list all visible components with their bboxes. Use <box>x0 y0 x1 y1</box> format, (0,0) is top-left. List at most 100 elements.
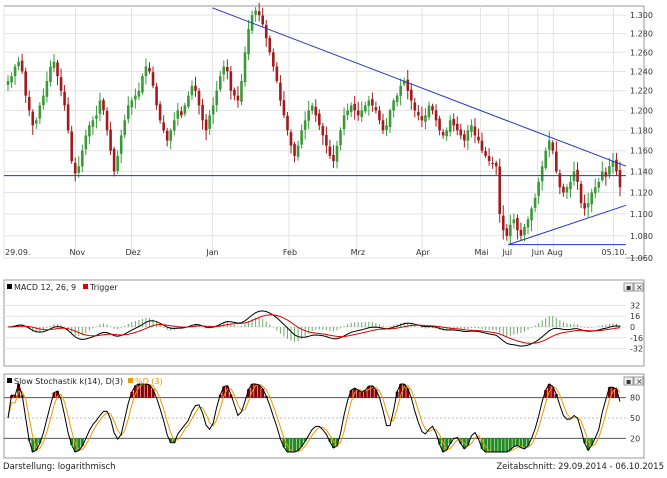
stoch-close-button[interactable]: × <box>633 376 644 386</box>
macd-legend-label: MACD 12, 26, 9 <box>14 283 76 292</box>
candle-body <box>572 171 576 182</box>
stoch-d-line <box>7 383 621 453</box>
candles <box>6 2 622 245</box>
stoch-y-ticks: 80 50 20 <box>630 394 640 444</box>
price-y-tick-label: 1.120 <box>630 188 653 197</box>
macd-close-button[interactable]: × <box>633 282 644 292</box>
candle-body <box>459 129 463 136</box>
candle-body <box>155 86 158 106</box>
price-y-ticks: 1.300 1.280 1.260 1.240 1.220 1.200 1.180 1.160… <box>630 11 653 263</box>
close-icon: × <box>636 377 643 386</box>
price-grid <box>3 6 626 259</box>
candle-body <box>42 95 45 106</box>
price-x-tick-label: 05.10. <box>602 248 627 257</box>
candle-body <box>402 80 406 85</box>
candle-body <box>480 140 484 151</box>
candle-body <box>10 76 13 83</box>
price-y-tick-label: 1.260 <box>630 48 653 57</box>
price-y-tick-label: 1.160 <box>630 147 653 156</box>
candle-body <box>321 126 325 136</box>
candle-body <box>555 151 558 172</box>
candle-body <box>374 107 378 111</box>
candle-body <box>98 100 102 114</box>
candle-body <box>363 105 367 112</box>
footer-period-label: Zeitabschnitt: 29.09.2014 - 06.10.2015 <box>496 462 664 472</box>
candle-body <box>487 156 491 162</box>
candle-body <box>233 89 236 96</box>
stoch-y-tick-label: 80 <box>630 394 640 403</box>
candle-body <box>318 113 321 126</box>
candle-body <box>579 183 583 204</box>
stoch-legend: Slow Stochastik k(14), D(3) %D (3) <box>7 377 163 386</box>
candle-body <box>91 120 95 127</box>
candle-body <box>59 77 63 91</box>
candle-body <box>116 155 119 172</box>
candle-body <box>494 162 498 167</box>
price-x-tick-label: Feb <box>283 248 297 257</box>
price-y-tick-label: 1.140 <box>630 167 653 176</box>
candle-body <box>222 66 226 75</box>
candle-body <box>144 66 148 77</box>
price-x-tick-label: Apr <box>416 248 431 257</box>
candle-body <box>498 166 502 214</box>
candle-body <box>31 111 35 126</box>
candle-body <box>211 105 215 115</box>
candle-body <box>593 187 597 194</box>
candle-body <box>470 125 473 132</box>
candle-body <box>466 130 470 141</box>
candle-body <box>420 116 424 121</box>
candle-body <box>27 96 31 111</box>
trigger-line <box>7 314 621 344</box>
candle-body <box>332 154 335 162</box>
candle-body <box>204 119 208 131</box>
candle-body <box>102 100 105 111</box>
candle-body <box>240 80 243 102</box>
stoch-d-legend-swatch <box>128 378 133 383</box>
candle-body <box>180 111 183 116</box>
candle-body <box>491 162 494 164</box>
candle-body <box>335 145 339 162</box>
price-x-tick-label: Aug <box>547 248 563 257</box>
candle-body <box>356 110 360 116</box>
candle-body <box>360 110 364 117</box>
candle-body <box>505 228 509 236</box>
candle-body <box>236 95 240 101</box>
price-x-ticks: 29.09. Nov Dez Jan Feb Mrz Apr Mai Jun Jul Aug 05.1… <box>5 248 627 257</box>
candle-body <box>70 131 73 162</box>
candle-body <box>109 129 112 151</box>
candle-body <box>6 80 10 85</box>
stoch-settings-button[interactable]: ▪ <box>623 376 634 386</box>
price-y-tick-label: 1.200 <box>630 106 653 115</box>
candle-body <box>519 229 523 236</box>
settings-icon: ▪ <box>626 283 631 292</box>
candle-body <box>455 123 459 131</box>
candle-body <box>80 150 84 167</box>
candle-body <box>427 105 431 118</box>
candle-body <box>378 110 381 121</box>
candle-body <box>339 130 342 146</box>
candle-body <box>24 71 27 96</box>
settings-icon: ▪ <box>626 377 631 386</box>
candle-body <box>45 80 49 97</box>
price-x-tick-label: 29.09. <box>5 248 30 257</box>
price-x-tick-label: Jun <box>531 248 545 257</box>
candle-body <box>63 91 66 106</box>
candle-body <box>562 186 565 193</box>
price-y-tick-label: 1.080 <box>630 232 653 241</box>
trend-line-rising-trend <box>508 204 627 246</box>
candle-body <box>409 89 413 101</box>
candle-body <box>611 161 615 167</box>
candle-body <box>158 104 162 121</box>
candle-body <box>526 219 530 228</box>
candle-body <box>441 132 445 136</box>
candle-body <box>551 142 555 151</box>
candle-body <box>151 72 155 86</box>
candle-body <box>296 145 300 157</box>
candle-body <box>190 85 194 96</box>
candle-body <box>123 120 127 136</box>
price-x-tick-label: Dez <box>126 248 141 257</box>
macd-line <box>7 310 621 347</box>
macd-settings-button[interactable]: ▪ <box>623 282 634 292</box>
candle-body <box>126 105 130 120</box>
candle-body <box>218 76 222 90</box>
